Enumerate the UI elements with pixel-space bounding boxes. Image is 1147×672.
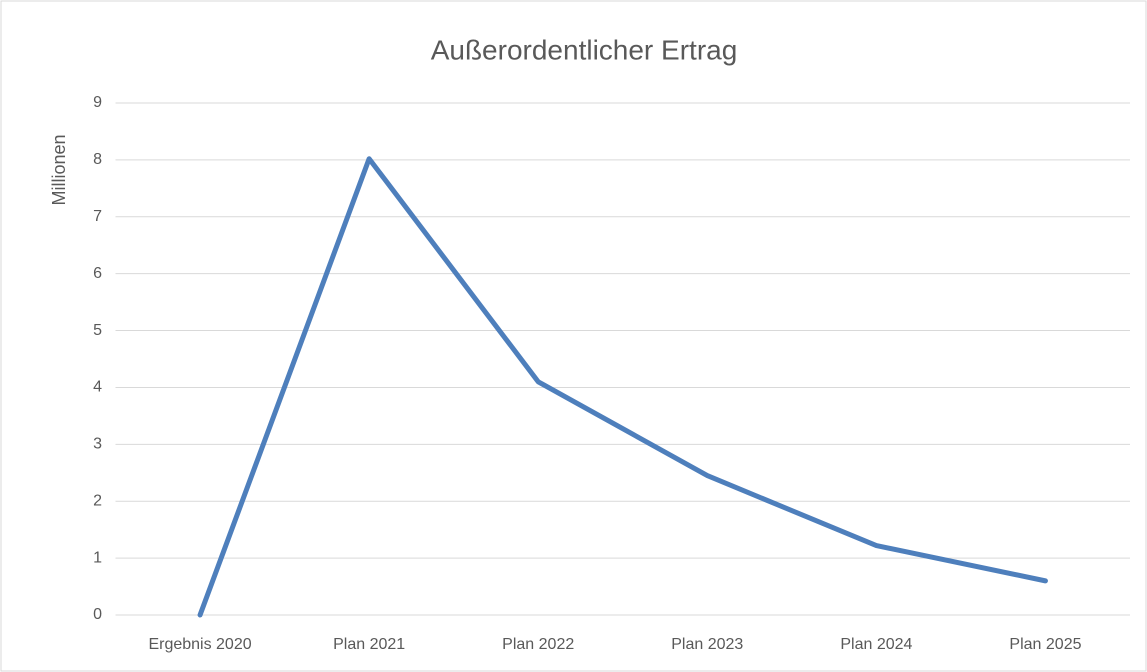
y-tick-label: 9 <box>93 94 102 111</box>
y-axis-label: Millionen <box>49 134 69 205</box>
y-tick-label: 2 <box>93 492 102 509</box>
x-tick-label: Plan 2024 <box>840 636 912 653</box>
x-tick-label: Plan 2022 <box>502 636 574 653</box>
x-tick-label: Plan 2025 <box>1009 636 1081 653</box>
y-tick-label: 8 <box>93 151 102 168</box>
y-tick-label: 6 <box>93 265 102 282</box>
y-tick-label: 0 <box>93 606 102 623</box>
y-tick-label: 7 <box>93 208 102 225</box>
x-tick-label: Ergebnis 2020 <box>148 636 251 653</box>
chart-title: Außerordentlicher Ertrag <box>431 34 738 65</box>
y-tick-label: 4 <box>93 379 102 396</box>
y-tick-label: 3 <box>93 436 102 453</box>
x-tick-label: Plan 2023 <box>671 636 743 653</box>
line <box>197 156 1048 618</box>
x-tick-label: Plan 2021 <box>333 636 405 653</box>
y-tick-label: 1 <box>93 549 102 566</box>
y-tick-label: 5 <box>93 322 102 339</box>
